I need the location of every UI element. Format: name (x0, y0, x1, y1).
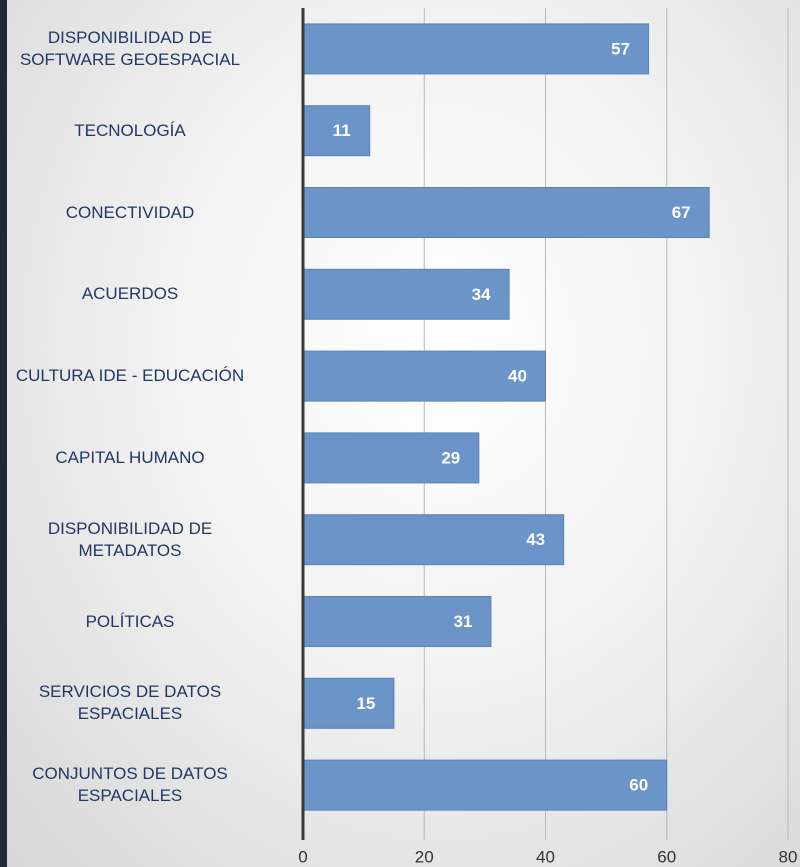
bar (302, 514, 565, 566)
value-label: 34 (472, 285, 491, 304)
bar (302, 187, 710, 238)
frame-edge (0, 0, 7, 867)
x-tick-label: 0 (298, 847, 307, 866)
value-label: 43 (526, 530, 545, 549)
category-label: CONECTIVIDAD (65, 202, 195, 222)
value-label: 11 (333, 121, 351, 140)
bar (302, 105, 371, 157)
category-label: ACUERDOS (81, 284, 179, 304)
x-tick-label: 40 (536, 847, 555, 866)
category-label: CONJUNTOS DE DATOS ESPACIALES (32, 764, 228, 806)
category-label: CULTURA IDE - EDUCACIÓN (15, 366, 245, 386)
bar (302, 350, 546, 402)
value-label: 15 (356, 694, 375, 713)
bar (302, 268, 510, 320)
category-label: POLÍTICAS (85, 611, 175, 631)
value-label: 29 (441, 448, 460, 467)
category-label: CAPITAL HUMANO (55, 447, 205, 467)
bar (302, 23, 650, 75)
category-label: DISPONIBILIDAD DE METADATOS (47, 518, 213, 560)
x-tick-label: 60 (657, 847, 676, 866)
value-label: 40 (508, 367, 527, 386)
bar (302, 677, 395, 729)
category-label: TECNOLOGÍA (74, 120, 186, 140)
x-tick-label: 20 (415, 847, 434, 866)
value-label: 31 (453, 612, 472, 631)
category-label: SERVICIOS DE DATOS ESPACIALES (38, 682, 222, 724)
value-label: 67 (672, 203, 691, 222)
x-tick-label: 80 (779, 847, 798, 866)
bar (302, 432, 480, 484)
value-label: 57 (611, 39, 630, 58)
category-label: DISPONIBILIDAD DE SOFTWARE GEOESPACIAL (19, 27, 241, 69)
value-label: 60 (629, 776, 648, 795)
bar (302, 759, 668, 811)
bar (302, 596, 492, 647)
